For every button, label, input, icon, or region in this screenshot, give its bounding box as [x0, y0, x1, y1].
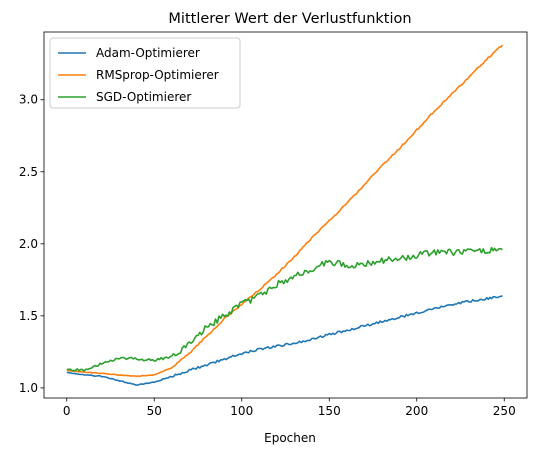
y-tick-label: 2.0 [19, 237, 38, 251]
y-tick-label: 2.5 [19, 165, 38, 179]
x-tick-label: 50 [147, 404, 162, 418]
series-line-2 [66, 44, 504, 378]
x-tick-label: 100 [230, 404, 253, 418]
plot-frame [43, 31, 528, 399]
legend-label-1: Adam-Optimierer [96, 46, 200, 60]
legend-box [49, 37, 241, 109]
x-tick-label: 250 [493, 404, 516, 418]
series-line-1 [66, 294, 503, 386]
x-tick-label: 0 [63, 404, 71, 418]
series-line-3 [66, 246, 503, 372]
x-tick-label: 150 [318, 404, 341, 418]
y-tick-label: 1.0 [19, 381, 38, 395]
x-tick-label: 200 [405, 404, 428, 418]
x-axis-label: Epochen [264, 431, 316, 445]
legend-label-2: RMSprop-Optimierer [96, 68, 219, 82]
y-tick-label: 1.5 [19, 309, 38, 323]
plot-area: 0 50 100 150 200 250 1.0 1.5 2.0 2.5 3.0 Adam-Optim… [19, 31, 528, 418]
chart-title: Mittlerer Wert der Verlustfunktion [168, 11, 411, 27]
y-tick-label: 3.0 [19, 93, 38, 107]
legend-label-3: SGD-Optimierer [96, 90, 191, 104]
